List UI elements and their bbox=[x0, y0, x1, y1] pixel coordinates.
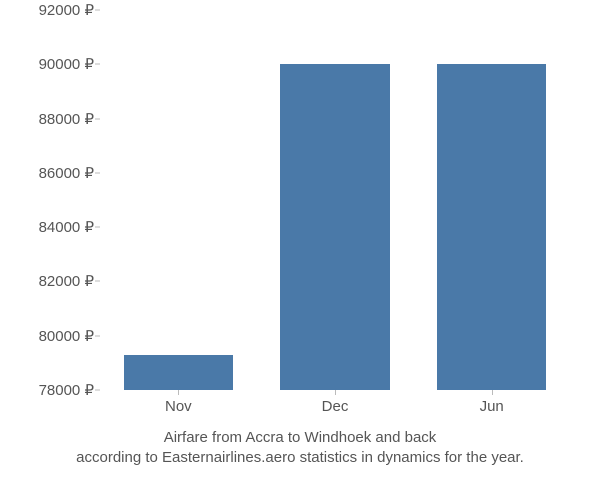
y-tick-label: 86000 ₽ bbox=[0, 164, 94, 182]
y-tick-label: 88000 ₽ bbox=[0, 110, 94, 128]
x-tick-label: Dec bbox=[322, 398, 349, 415]
x-tick-mark bbox=[178, 390, 179, 395]
y-tick-label: 78000 ₽ bbox=[0, 381, 94, 399]
y-tick-label: 80000 ₽ bbox=[0, 327, 94, 345]
chart-caption: Airfare from Accra to Windhoek and back … bbox=[0, 428, 600, 469]
bar bbox=[280, 64, 390, 390]
bar bbox=[437, 64, 547, 390]
y-tick-label: 84000 ₽ bbox=[0, 218, 94, 236]
caption-line-2: according to Easternairlines.aero statis… bbox=[76, 449, 524, 466]
y-tick-label: 92000 ₽ bbox=[0, 1, 94, 19]
y-tick-label: 90000 ₽ bbox=[0, 55, 94, 73]
x-tick-label: Nov bbox=[165, 398, 192, 415]
x-tick-label: Jun bbox=[480, 398, 504, 415]
y-tick-label: 82000 ₽ bbox=[0, 272, 94, 290]
caption-line-1: Airfare from Accra to Windhoek and back bbox=[164, 429, 437, 446]
bar bbox=[124, 355, 234, 390]
airfare-bar-chart: 78000 ₽ 80000 ₽ 82000 ₽ 84000 ₽ 86000 ₽ 88000… bbox=[0, 0, 600, 500]
x-tick-mark bbox=[335, 390, 336, 395]
x-tick-mark bbox=[492, 390, 493, 395]
plot-area bbox=[100, 10, 570, 390]
